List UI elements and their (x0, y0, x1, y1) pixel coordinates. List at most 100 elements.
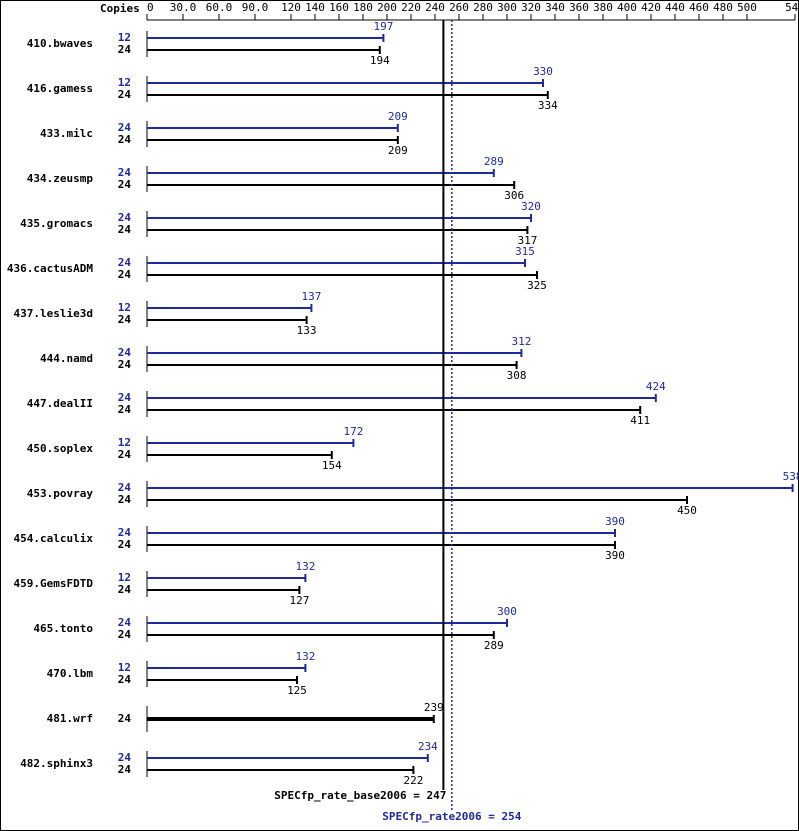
copies-label: 24 (118, 346, 132, 359)
value-label: 330 (533, 65, 553, 78)
benchmark-label: 433.milc (40, 127, 93, 140)
copies-label: 24 (118, 211, 132, 224)
copies-label: 24 (118, 133, 132, 146)
value-label: 424 (646, 380, 666, 393)
copies-label: 24 (118, 178, 132, 191)
copies-label: 24 (118, 673, 132, 686)
benchmark-label: 410.bwaves (27, 37, 93, 50)
value-label: 239 (424, 701, 444, 714)
benchmark-label: 416.gamess (27, 82, 93, 95)
value-label: 325 (527, 279, 547, 292)
x-tick-label: 400 (617, 1, 637, 14)
x-tick-label: 60.0 (206, 1, 233, 14)
x-tick-label: 120 (281, 1, 301, 14)
x-tick-label: 280 (473, 1, 493, 14)
value-label: 538 (783, 470, 799, 483)
x-tick-label: 140 (305, 1, 325, 14)
copies-label: 24 (118, 43, 132, 56)
value-label: 132 (295, 560, 315, 573)
value-label: 125 (287, 684, 307, 697)
value-label: 197 (373, 20, 393, 33)
benchmark-label: 435.gromacs (20, 217, 93, 230)
value-label: 312 (511, 335, 531, 348)
copies-label: 12 (118, 76, 131, 89)
copies-label: 24 (118, 256, 132, 269)
value-label: 317 (517, 234, 537, 247)
x-tick-label: 300 (497, 1, 517, 14)
value-label: 300 (497, 605, 517, 618)
reference-label: SPECfp_rate2006 = 254 (382, 810, 521, 823)
benchmark-label: 454.calculix (14, 532, 94, 545)
benchmark-label: 436.cactusADM (7, 262, 93, 275)
benchmark-label: 447.dealII (27, 397, 93, 410)
x-tick-label: 180 (353, 1, 373, 14)
value-label: 209 (388, 110, 408, 123)
copies-label: 24 (118, 583, 132, 596)
x-tick-label: 0 (147, 1, 154, 14)
benchmark-label: 437.leslie3d (14, 307, 93, 320)
copies-label: 24 (118, 166, 132, 179)
copies-label: 24 (118, 268, 132, 281)
copies-label: 24 (118, 616, 132, 629)
x-tick-label: 260 (449, 1, 469, 14)
copies-label: 12 (118, 301, 131, 314)
copies-label: 24 (118, 628, 132, 641)
value-label: 289 (484, 155, 504, 168)
copies-label: 24 (118, 481, 132, 494)
x-tick-label: 500 (737, 1, 757, 14)
x-tick-label: 200 (377, 1, 397, 14)
copies-label: 24 (118, 712, 132, 725)
value-label: 320 (521, 200, 541, 213)
copies-label: 24 (118, 526, 132, 539)
benchmark-label: 465.tonto (33, 622, 93, 635)
x-tick-label: 360 (569, 1, 589, 14)
x-tick-label: 460 (689, 1, 709, 14)
copies-label: 12 (118, 571, 131, 584)
x-tick-label: 420 (641, 1, 661, 14)
x-tick-label: 160 (329, 1, 349, 14)
x-tick-label: 220 (401, 1, 421, 14)
value-label: 234 (418, 740, 438, 753)
value-label: 222 (403, 774, 423, 787)
copies-header: Copies (100, 2, 140, 15)
value-label: 194 (370, 54, 390, 67)
value-label: 172 (343, 425, 363, 438)
benchmark-label: 470.lbm (47, 667, 94, 680)
copies-label: 24 (118, 763, 132, 776)
benchmark-label: 434.zeusmp (27, 172, 94, 185)
value-label: 127 (289, 594, 309, 607)
copies-label: 24 (118, 223, 132, 236)
x-tick-label: 340 (545, 1, 565, 14)
value-label: 315 (515, 245, 535, 258)
x-tick-label: 480 (713, 1, 733, 14)
benchmark-label: 481.wrf (47, 712, 93, 725)
copies-label: 12 (118, 436, 131, 449)
copies-label: 24 (118, 358, 132, 371)
copies-label: 24 (118, 121, 132, 134)
copies-label: 24 (118, 88, 132, 101)
copies-label: 24 (118, 391, 132, 404)
copies-label: 24 (118, 751, 132, 764)
value-label: 137 (301, 290, 321, 303)
benchmark-label: 444.namd (40, 352, 93, 365)
value-label: 209 (388, 144, 408, 157)
value-label: 390 (605, 515, 625, 528)
value-label: 132 (295, 650, 315, 663)
copies-label: 12 (118, 661, 131, 674)
copies-label: 12 (118, 31, 131, 44)
value-label: 450 (677, 504, 697, 517)
value-label: 390 (605, 549, 625, 562)
x-tick-label: 440 (665, 1, 685, 14)
copies-label: 24 (118, 493, 132, 506)
copies-label: 24 (118, 403, 132, 416)
benchmark-label: 450.soplex (27, 442, 94, 455)
benchmark-label: 453.povray (27, 487, 94, 500)
copies-label: 24 (118, 313, 132, 326)
x-tick-label: 90.0 (242, 1, 269, 14)
x-tick-label: 540 (785, 1, 799, 14)
x-tick-label: 320 (521, 1, 541, 14)
reference-label: SPECfp_rate_base2006 = 247 (274, 789, 446, 802)
value-label: 411 (630, 414, 650, 427)
value-label: 334 (538, 99, 558, 112)
